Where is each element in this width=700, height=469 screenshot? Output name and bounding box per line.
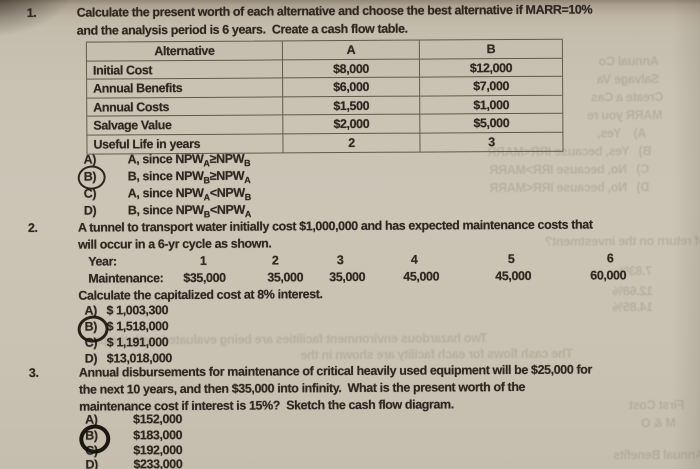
table-cell: 2 [283, 133, 421, 153]
table-row-label: Annual Benefits [87, 78, 284, 99]
table-cell: $12,000 [419, 58, 564, 78]
option-value: $233,000 [133, 457, 183, 469]
year-value: 6 [606, 251, 614, 266]
bleed-through-artifact: of return on the investment? [545, 233, 700, 249]
option-value: $ 1,518,000 [106, 319, 169, 334]
year-value: 5 [507, 251, 515, 267]
bleed-through-artifact: Salvage Va [597, 72, 660, 87]
question-2-text-line: A tunnel to transport water initially co… [77, 217, 593, 235]
maintenance-value: $35,000 [183, 270, 226, 286]
year-row-label: Year: [88, 254, 117, 269]
question-3-text-line: maintenance cost if interest is 15%? Ske… [79, 397, 454, 414]
maintenance-value: 60,000 [590, 268, 627, 283]
table-header-cell: A [282, 40, 420, 61]
question-1-text-line: and the analysis period is 6 years. Crea… [76, 21, 408, 38]
option-letter: A) [83, 152, 96, 167]
option-value: $152,000 [133, 412, 183, 427]
option-letter: D) [85, 457, 98, 469]
maintenance-value: 35,000 [329, 269, 366, 285]
question-2-prompt: Calculate the capitalized cost at 8% int… [78, 287, 323, 303]
bleed-through-artifact: C) No, because IRR>MARR [489, 162, 650, 178]
table-row-label: Initial Cost [86, 60, 284, 80]
option-letter: D) [83, 203, 97, 218]
table-cell: $1,000 [420, 95, 564, 115]
option-value: $183,000 [133, 428, 183, 443]
question-3-number: 3. [28, 365, 39, 380]
table-cell: $5,000 [420, 114, 564, 134]
table-cell: $2,000 [283, 114, 421, 135]
option-letter: C) [84, 335, 98, 350]
table-cell: 3 [420, 132, 564, 153]
cash-flow-table: Alternative A B Initial Cost $8,000 $12,… [85, 38, 564, 155]
maintenance-value: 35,000 [267, 270, 304, 285]
question-3-text-line: the next 10 years, and then $35,000 into… [78, 379, 526, 397]
bleed-through-artifact: M & O [641, 416, 676, 431]
bleed-through-artifact: 12.68% [612, 284, 654, 299]
maintenance-value: 45,000 [495, 268, 532, 284]
option-value: $ 1,003,300 [106, 303, 169, 318]
question-1-number: 1. [26, 5, 37, 20]
bleed-through-artifact: Create a Cas [591, 90, 664, 105]
table-row-label: Salvage Value [87, 115, 284, 136]
maintenance-value: 45,000 [403, 269, 440, 284]
table-header-cell: B [419, 39, 563, 60]
table-row-label: Annual Costs [87, 97, 284, 117]
year-value: 2 [271, 253, 279, 268]
bleed-through-artifact: The cash flows for each facility are sho… [300, 346, 573, 363]
option-letter: A) [85, 412, 98, 427]
bleed-through-artifact: MARR you re [587, 108, 663, 123]
option-letter: D) [84, 351, 98, 366]
bleed-through-artifact: D) No, because IRR<MARR [489, 180, 650, 196]
option-letter: B) [84, 319, 98, 334]
table-cell: $1,500 [283, 96, 421, 116]
question-3-text-line: Annual disbursements for maintenance of … [78, 362, 592, 380]
year-value: 3 [336, 253, 344, 268]
year-value: 1 [199, 253, 207, 268]
bleed-through-artifact: 14.85% [612, 300, 654, 315]
option-value: $ 1,191,000 [106, 335, 169, 350]
bleed-through-artifact: A) Yes, [597, 126, 647, 141]
table-header-cell: Alternative [86, 41, 283, 62]
year-value: 4 [410, 252, 418, 267]
option-letter: C) [83, 186, 97, 201]
option-letter: A) [84, 303, 97, 318]
option-letter: B) [85, 428, 98, 443]
bleed-through-artifact: First Cost [629, 397, 685, 413]
option-letter: B) [83, 169, 97, 184]
question-2-text-line: will occur in a 6-yr cycle as shown. [78, 236, 272, 252]
bleed-through-artifact: Annual Benefits [613, 447, 700, 463]
table-cell: $6,000 [283, 77, 421, 98]
question-2-number: 2. [27, 220, 38, 235]
option-value: $192,000 [133, 443, 183, 458]
option-value: $13,018,000 [106, 351, 172, 366]
question-1-text-line: Calculate the present worth of each alte… [76, 2, 593, 20]
table-cell: $8,000 [282, 59, 421, 79]
option-letter: C) [85, 443, 98, 458]
bleed-through-artifact: Annual Co [598, 54, 659, 69]
table-cell: $7,000 [420, 76, 564, 97]
maintenance-row-label: Maintenance: [88, 271, 164, 286]
